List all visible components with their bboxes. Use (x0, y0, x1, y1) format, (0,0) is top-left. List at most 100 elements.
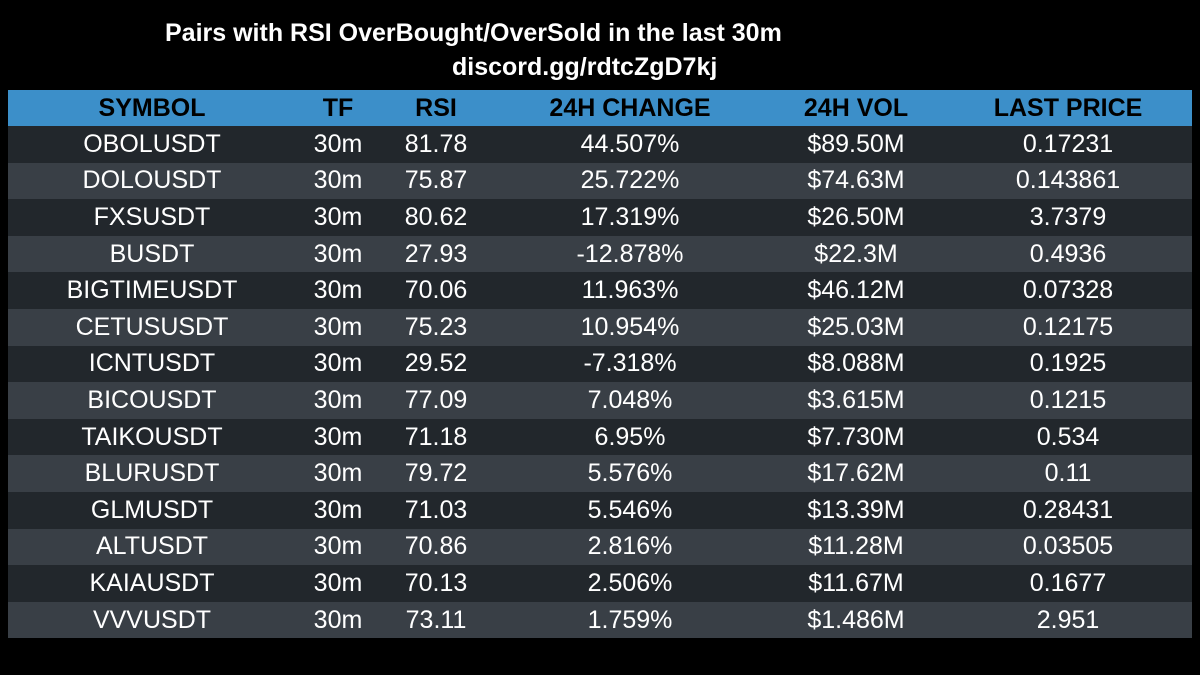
cell-timeframe: 30m (313, 276, 363, 305)
cell-24h-change: 2.816% (587, 532, 673, 561)
cell-rsi: 81.78 (404, 129, 468, 158)
table-row[interactable]: FXSUSDT 30m 80.62 17.319% $26.50M 3.7379 (8, 199, 1192, 236)
cell-last-price: 3.7379 (1029, 202, 1107, 231)
cell-24h-vol: $22.3M (814, 239, 898, 268)
cell-timeframe: 30m (313, 129, 363, 158)
cell-symbol: CETUSUSDT (75, 312, 229, 341)
cell-24h-change: 7.048% (587, 385, 673, 414)
cell-rsi: 77.09 (404, 385, 468, 414)
table-row[interactable]: BUSDT 30m 27.93 -12.878% $22.3M 0.4936 (8, 235, 1192, 273)
cell-timeframe: 30m (313, 495, 363, 524)
cell-24h-vol: $8.088M (807, 349, 905, 378)
table-row[interactable]: BICOUSDT 30m 77.09 7.048% $3.615M 0.1215 (8, 382, 1192, 419)
cell-symbol: BICOUSDT (87, 385, 217, 414)
cell-rsi: 73.11 (405, 605, 467, 634)
column-header-last-price[interactable]: LAST PRICE (993, 93, 1143, 122)
cell-symbol: BIGTIMEUSDT (66, 276, 238, 305)
column-header-tf[interactable]: TF (322, 93, 354, 122)
cell-24h-vol: $89.50M (807, 129, 905, 158)
cell-timeframe: 30m (313, 202, 363, 231)
cell-24h-vol: $7.730M (807, 422, 905, 451)
cell-rsi: 80.62 (404, 202, 468, 231)
cell-rsi: 75.87 (404, 166, 468, 195)
cell-last-price: 0.17231 (1022, 129, 1114, 158)
table-header-row: SYMBOL TF RSI 24H CHANGE 24H VOL LAST PR… (8, 90, 1192, 126)
cell-timeframe: 30m (313, 349, 363, 378)
column-header-rsi[interactable]: RSI (415, 93, 457, 122)
cell-last-price: 0.11 (1044, 459, 1092, 488)
cell-rsi: 70.86 (404, 532, 468, 561)
cell-24h-vol: $74.63M (807, 166, 905, 195)
cell-24h-change: 5.546% (587, 495, 673, 524)
cell-rsi: 71.03 (404, 495, 468, 524)
cell-24h-vol: $17.62M (807, 459, 905, 488)
cell-24h-change: 10.954% (580, 312, 680, 341)
cell-24h-vol: $25.03M (807, 312, 905, 341)
cell-24h-change: 1.759% (587, 605, 673, 634)
cell-24h-vol: $11.28M (808, 532, 904, 561)
table-row[interactable]: CETUSUSDT 30m 75.23 10.954% $25.03M 0.12175 (8, 308, 1192, 346)
cell-24h-change: -7.318% (583, 349, 677, 378)
cell-last-price: 0.07328 (1022, 276, 1114, 305)
cell-timeframe: 30m (313, 385, 363, 414)
cell-last-price: 0.534 (1036, 422, 1100, 451)
cell-rsi: 79.72 (404, 459, 468, 488)
cell-24h-change: 2.506% (587, 568, 673, 597)
cell-rsi: 29.52 (404, 349, 468, 378)
table-row[interactable]: OBOLUSDT 30m 81.78 44.507% $89.50M 0.17231 (8, 126, 1192, 163)
cell-24h-vol: $46.12M (807, 276, 905, 305)
cell-symbol: KAIAUSDT (89, 568, 215, 597)
cell-24h-change: 6.95% (594, 422, 666, 451)
table-row[interactable]: ICNTUSDT 30m 29.52 -7.318% $8.088M 0.1925 (8, 345, 1192, 383)
table-row[interactable]: GLMUSDT 30m 71.03 5.546% $13.39M 0.28431 (8, 491, 1192, 529)
cell-last-price: 0.1925 (1029, 349, 1107, 378)
cell-timeframe: 30m (313, 422, 363, 451)
cell-24h-change: 25.722% (580, 166, 680, 195)
cell-rsi: 70.06 (404, 276, 468, 305)
cell-rsi: 71.18 (404, 422, 468, 451)
cell-24h-vol: $11.67M (808, 568, 904, 597)
cell-24h-vol: $13.39M (807, 495, 905, 524)
cell-timeframe: 30m (313, 239, 363, 268)
cell-symbol: OBOLUSDT (83, 129, 221, 158)
cell-24h-change: -12.878% (576, 239, 684, 268)
cell-24h-change: 11.963% (581, 276, 679, 305)
table-row[interactable]: ALTUSDT 30m 70.86 2.816% $11.28M 0.03505 (8, 528, 1192, 566)
cell-last-price: 0.12175 (1022, 312, 1114, 341)
cell-timeframe: 30m (313, 532, 363, 561)
cell-last-price: 0.28431 (1022, 495, 1114, 524)
cell-symbol: DOLOUSDT (82, 166, 222, 195)
table-row[interactable]: DOLOUSDT 30m 75.87 25.722% $74.63M 0.143861 (8, 162, 1192, 200)
cell-symbol: TAIKOUSDT (81, 422, 223, 451)
cell-24h-change: 44.507% (580, 129, 680, 158)
column-header-24h-vol[interactable]: 24H VOL (803, 93, 909, 122)
cell-symbol: ICNTUSDT (88, 349, 216, 378)
cell-24h-vol: $1.486M (807, 605, 905, 634)
page-title: Pairs with RSI OverBought/OverSold in th… (165, 19, 782, 47)
table-row[interactable]: TAIKOUSDT 30m 71.18 6.95% $7.730M 0.534 (8, 418, 1192, 456)
table-row[interactable]: KAIAUSDT 30m 70.13 2.506% $11.67M 0.1677 (8, 565, 1192, 602)
cell-24h-vol: $3.615M (807, 385, 905, 414)
cell-24h-change: 5.576% (587, 459, 673, 488)
cell-last-price: 0.1215 (1029, 385, 1107, 414)
column-header-24h-change[interactable]: 24H CHANGE (549, 93, 711, 122)
cell-24h-vol: $26.50M (807, 202, 905, 231)
table-row[interactable]: BLURUSDT 30m 79.72 5.576% $17.62M 0.11 (8, 455, 1192, 492)
cell-symbol: BLURUSDT (84, 459, 220, 488)
cell-symbol: FXSUSDT (93, 202, 211, 231)
cell-timeframe: 30m (313, 459, 363, 488)
cell-last-price: 0.143861 (1015, 166, 1121, 195)
table-row[interactable]: VVVUSDT 30m 73.11 1.759% $1.486M 2.951 (8, 601, 1192, 639)
cell-timeframe: 30m (313, 568, 363, 597)
rsi-table: SYMBOL TF RSI 24H CHANGE 24H VOL LAST PR… (8, 90, 1192, 639)
cell-last-price: 0.1677 (1029, 568, 1107, 597)
cell-symbol: VVVUSDT (92, 605, 212, 634)
cell-symbol: ALTUSDT (95, 532, 209, 561)
table-row[interactable]: BIGTIMEUSDT 30m 70.06 11.963% $46.12M 0.07328 (8, 272, 1192, 309)
cell-rsi: 27.93 (404, 239, 468, 268)
column-header-symbol[interactable]: SYMBOL (98, 93, 206, 122)
cell-rsi: 75.23 (404, 312, 468, 341)
cell-last-price: 2.951 (1036, 605, 1100, 634)
discord-link[interactable]: discord.gg/rdtcZgD7kj (452, 53, 718, 81)
